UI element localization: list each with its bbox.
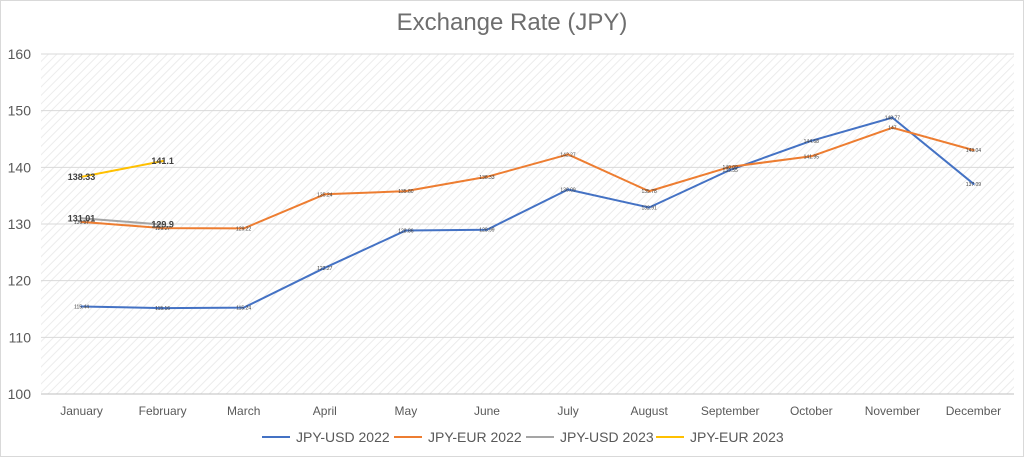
y-tick-label: 160 xyxy=(8,46,32,62)
data-point-jpy-usd-2022 xyxy=(972,182,975,186)
x-tick-label: December xyxy=(946,404,1001,418)
data-label-jpy-usd-2022: 115.24 xyxy=(236,306,251,312)
x-tick-label: May xyxy=(395,404,418,418)
data-point-jpy-usd-2022 xyxy=(242,306,245,309)
data-point-jpy-eur-2022 xyxy=(404,189,408,193)
data-point-jpy-eur-2023 xyxy=(161,159,164,163)
data-point-jpy-usd-2022 xyxy=(404,229,408,232)
data-label-jpy-eur-2022: 138.33 xyxy=(479,175,495,181)
data-label-jpy-eur-2022: 147 xyxy=(888,126,897,132)
data-label-jpy-eur-2023: 138.33 xyxy=(68,172,96,182)
data-point-jpy-eur-2022 xyxy=(323,193,326,196)
data-point-jpy-eur-2022 xyxy=(729,165,732,169)
data-point-jpy-usd-2023 xyxy=(80,217,83,220)
data-label-jpy-usd-2022: 148.77 xyxy=(885,116,901,122)
data-point-jpy-usd-2022 xyxy=(323,266,326,270)
data-label-jpy-usd-2022: 132.91 xyxy=(641,206,657,212)
legend-label: JPY-EUR 2023 xyxy=(690,429,784,445)
y-tick-label: 140 xyxy=(8,159,32,175)
data-label-jpy-usd-2022: 128.86 xyxy=(398,228,414,234)
data-point-jpy-usd-2022 xyxy=(647,206,651,209)
data-label-jpy-eur-2022: 141.95 xyxy=(804,154,820,160)
data-point-jpy-usd-2022 xyxy=(810,139,813,143)
data-label-jpy-usd-2022: 122.27 xyxy=(317,266,333,272)
x-tick-label: January xyxy=(60,404,103,418)
x-tick-label: July xyxy=(557,404,578,418)
legend: JPY-USD 2022 JPY-EUR 2022 JPY-USD 2023 JPY-… xyxy=(262,429,784,445)
data-label-jpy-usd-2023: 131.01 xyxy=(68,213,96,223)
data-label-jpy-eur-2022: 135.80 xyxy=(398,189,414,195)
data-label-jpy-usd-2022: 136.09 xyxy=(560,187,576,193)
series-line-jpy-eur-2023 xyxy=(80,160,164,178)
data-label-jpy-eur-2022: 142.27 xyxy=(560,152,576,158)
legend-label: JPY-EUR 2022 xyxy=(428,429,522,445)
series-line-jpy-usd-2023 xyxy=(80,217,164,226)
data-label-jpy-usd-2022: 144.68 xyxy=(804,139,820,145)
x-tick-label: June xyxy=(474,404,500,418)
series-line-jpy-usd-2022 xyxy=(80,116,975,310)
data-label-jpy-eur-2022: 130.37 xyxy=(74,220,90,226)
data-point-jpy-eur-2022 xyxy=(810,155,813,158)
x-tick-label: September xyxy=(701,404,760,418)
x-tick-label: August xyxy=(630,404,668,418)
data-point-jpy-usd-2022 xyxy=(485,228,489,231)
y-tick-label: 150 xyxy=(8,103,32,119)
data-point-jpy-usd-2022 xyxy=(891,116,894,119)
data-point-jpy-usd-2022 xyxy=(80,305,83,308)
x-tick-label: October xyxy=(790,404,833,418)
data-point-jpy-eur-2022 xyxy=(242,227,245,230)
data-point-jpy-eur-2022 xyxy=(972,148,975,152)
data-point-jpy-eur-2023 xyxy=(80,175,83,178)
y-tick-label: 110 xyxy=(9,329,32,345)
series-lines xyxy=(80,116,975,310)
gridlines xyxy=(41,53,1014,395)
x-tick-label: February xyxy=(139,404,187,418)
data-point-jpy-eur-2022 xyxy=(161,226,164,230)
x-tick-label: March xyxy=(227,404,260,418)
data-point-jpy-eur-2022 xyxy=(891,126,894,129)
y-tick-label: 100 xyxy=(8,386,32,402)
data-label-jpy-eur-2022: 135.24 xyxy=(317,192,333,198)
y-tick-label: 120 xyxy=(8,273,32,289)
data-label-jpy-usd-2022: 128.99 xyxy=(479,228,495,234)
data-label-jpy-usd-2023: 129.9 xyxy=(151,220,174,230)
data-label-jpy-usd-2022: 137.09 xyxy=(966,182,982,188)
data-label-jpy-eur-2022: 129.27 xyxy=(155,226,171,232)
data-point-jpy-usd-2022 xyxy=(566,188,570,191)
data-label-jpy-eur-2022: 135.78 xyxy=(641,189,657,195)
data-point-jpy-eur-2022 xyxy=(647,190,651,193)
data-label-jpy-eur-2022: 143.04 xyxy=(966,148,982,154)
data-point-jpy-eur-2022 xyxy=(485,175,489,178)
data-point-jpy-usd-2023 xyxy=(161,223,164,226)
series-line-jpy-eur-2022 xyxy=(80,126,975,230)
data-label-jpy-usd-2022: 115.16 xyxy=(155,306,170,312)
data-point-jpy-eur-2022 xyxy=(80,220,83,224)
data-point-jpy-usd-2022 xyxy=(729,168,732,172)
data-point-jpy-usd-2022 xyxy=(161,306,164,310)
y-axis: 100 110 120 130 140 150 160 xyxy=(8,46,32,402)
x-tick-label: April xyxy=(313,404,337,418)
data-label-jpy-eur-2022: 140.09 xyxy=(723,165,739,171)
data-label-jpy-eur-2022: 129.22 xyxy=(236,226,252,232)
x-tick-label: November xyxy=(865,404,920,418)
data-label-jpy-usd-2022: 139.55 xyxy=(723,168,739,174)
data-label-jpy-usd-2022: 115.44 xyxy=(74,305,89,311)
chart-title: Exchange Rate (JPY) xyxy=(397,9,628,36)
data-label-jpy-eur-2023: 141.1 xyxy=(151,156,174,166)
data-labels: 115.44 115.16 115.24 122.27 128.86 128.99 136.… xyxy=(68,116,982,312)
data-point-jpy-eur-2022 xyxy=(566,153,570,156)
legend-label: JPY-USD 2022 xyxy=(296,429,390,445)
y-tick-label: 130 xyxy=(8,216,32,232)
legend-label: JPY-USD 2023 xyxy=(560,429,654,445)
x-axis: January February March April May June July Augu… xyxy=(60,404,1001,418)
